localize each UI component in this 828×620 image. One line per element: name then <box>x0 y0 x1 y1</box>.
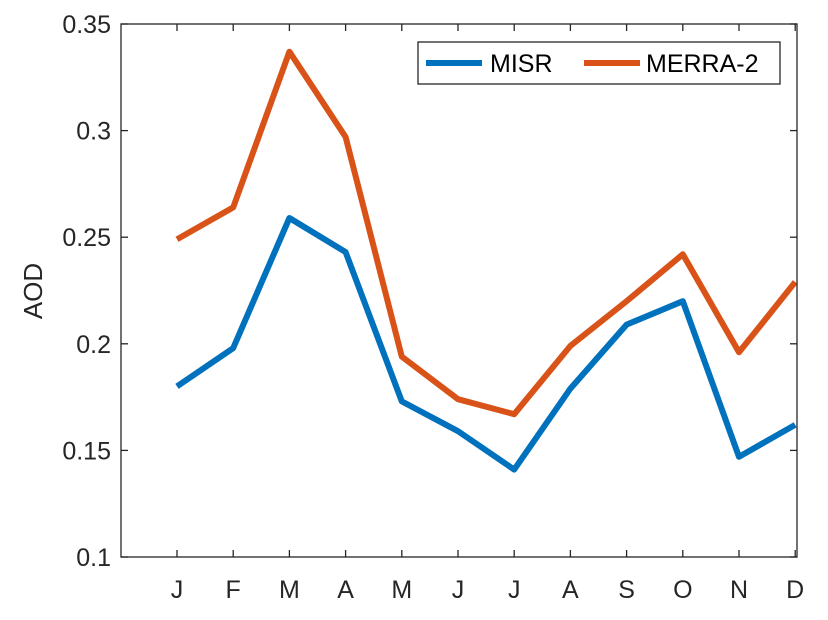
y-axis-label-group: AOD <box>18 263 48 319</box>
x-tick-label: M <box>279 576 300 604</box>
x-tick-label: D <box>786 576 804 604</box>
legend-label: MISR <box>490 50 553 78</box>
y-tick-label: 0.1 <box>76 544 111 572</box>
series-lines <box>175 48 798 473</box>
y-tick-label: 0.35 <box>62 11 111 39</box>
x-tick-label: O <box>673 576 692 604</box>
axes-box <box>120 23 798 558</box>
legend-label: MERRA-2 <box>646 50 759 78</box>
x-tick-label: J <box>452 576 465 604</box>
axes: 0.1 0.15 0.2 0.25 0.3 0.35 J F M A M J J A S O N D <box>62 11 804 604</box>
y-tick-label: 0.15 <box>62 437 111 465</box>
y-tick-label: 0.25 <box>62 224 111 252</box>
y-tick-label: 0.2 <box>76 331 111 359</box>
x-tick-label: J <box>171 576 184 604</box>
legend: MISR MERRA-2 <box>417 41 781 85</box>
x-tick-label: F <box>226 576 241 604</box>
series-line-misr <box>175 215 797 473</box>
series-line-merra-2 <box>175 48 798 418</box>
x-tick-label: N <box>730 576 748 604</box>
plot-area <box>121 24 797 557</box>
y-axis-label: AOD <box>18 263 48 319</box>
x-tick-label: J <box>508 576 521 604</box>
y-tick-label: 0.3 <box>76 118 111 146</box>
x-tick-label: A <box>337 576 354 604</box>
x-tick-label: M <box>391 576 412 604</box>
x-tick-label: S <box>618 576 635 604</box>
x-tick-label: A <box>562 576 579 604</box>
